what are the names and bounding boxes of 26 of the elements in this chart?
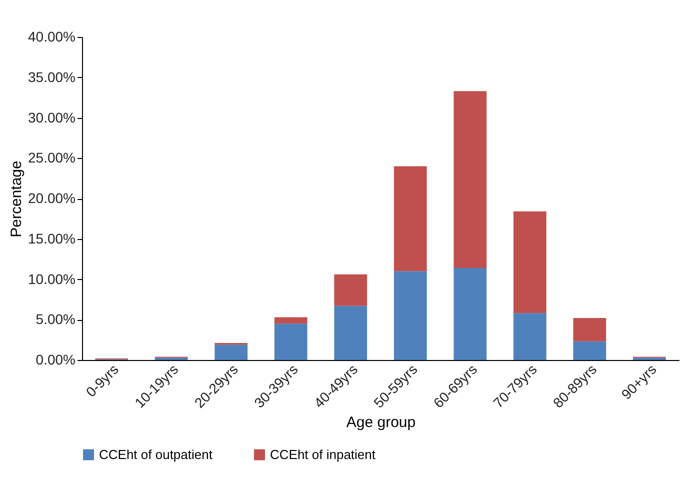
legend-label: CCEht of inpatient xyxy=(270,446,376,462)
bar xyxy=(214,344,248,360)
bar xyxy=(573,341,606,360)
y-tick-label: 15.00% xyxy=(28,230,76,246)
y-tick-label: 25.00% xyxy=(28,150,76,166)
y-axis-title: Percentage xyxy=(8,160,26,238)
bar xyxy=(274,317,308,324)
bar xyxy=(274,324,308,360)
y-tick-label: 40.00% xyxy=(28,28,76,44)
bar xyxy=(573,318,606,342)
bar xyxy=(334,274,368,306)
y-tick-label: 20.00% xyxy=(28,190,76,206)
bar xyxy=(394,166,427,272)
bar xyxy=(454,91,487,268)
legend-label: CCEht of outpatient xyxy=(99,446,213,462)
bar xyxy=(454,268,487,360)
y-tick-label: 0.00% xyxy=(36,352,76,368)
bar xyxy=(513,313,546,360)
bar xyxy=(334,306,368,360)
y-tick-label: 5.00% xyxy=(36,311,76,328)
bar xyxy=(513,211,546,314)
y-tick-label: 30.00% xyxy=(28,109,76,126)
y-tick-label: 10.00% xyxy=(28,270,76,287)
x-axis-title: Age group xyxy=(346,414,416,431)
bar xyxy=(394,271,427,360)
y-tick-label: 35.00% xyxy=(28,68,76,85)
